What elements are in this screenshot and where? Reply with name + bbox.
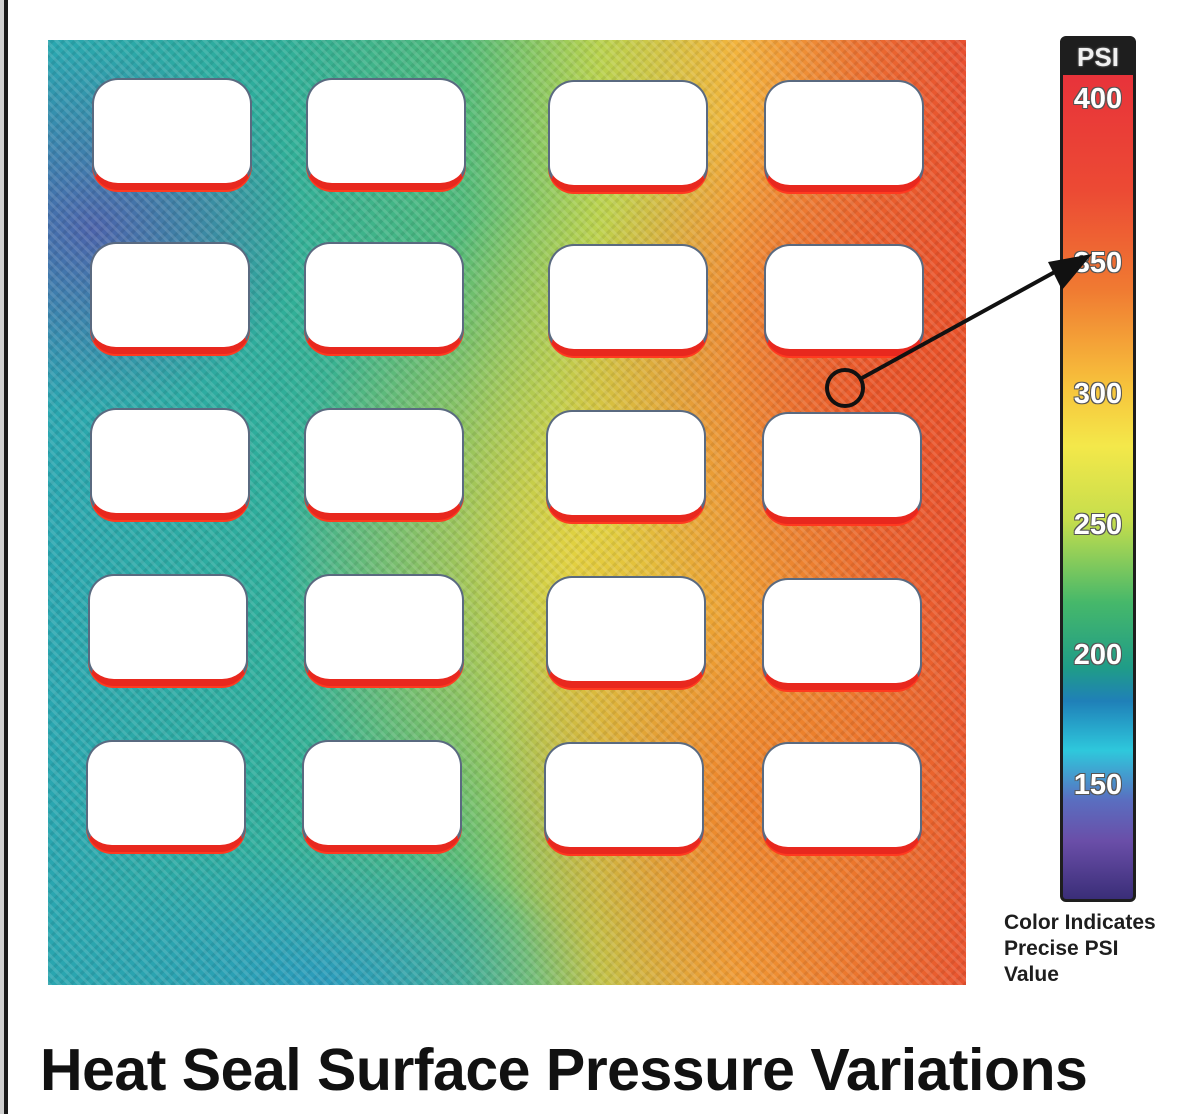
seal-cavity-r3c1 xyxy=(90,408,250,520)
colorbar-unit-label: PSI xyxy=(1063,39,1133,75)
colorbar-tick-300: 300 xyxy=(1073,378,1123,410)
seal-cavity-r3c4 xyxy=(762,412,922,524)
psi-colorbar: PSI 400 350 300 250 200 150 100 xyxy=(1060,36,1136,902)
seal-cavity-r1c1 xyxy=(92,78,252,190)
pressure-heatmap xyxy=(48,40,966,985)
seal-cavity-r2c3 xyxy=(548,244,708,356)
colorbar-tick-250: 250 xyxy=(1073,509,1123,541)
colorbar-tick-200: 200 xyxy=(1073,639,1123,671)
seal-cavity-r3c3 xyxy=(546,410,706,522)
seal-cavity-r1c2 xyxy=(306,78,466,190)
caption-line-2: Precise PSI xyxy=(1004,937,1119,960)
seal-cavity-r2c4 xyxy=(764,244,924,356)
seal-cavity-r2c1 xyxy=(90,242,250,354)
seal-cavity-r1c4 xyxy=(764,80,924,192)
colorbar-tick-400: 400 xyxy=(1073,83,1123,115)
colorbar-gradient: 400 350 300 250 200 150 100 xyxy=(1063,75,1133,899)
chart-title: Heat Seal Surface Pressure Variations xyxy=(40,1037,1088,1103)
seal-cavity-r3c2 xyxy=(304,408,464,520)
caption-line-1: Color Indicates xyxy=(1004,911,1156,934)
seal-cavity-r5c1 xyxy=(86,740,246,852)
colorbar-tick-350: 350 xyxy=(1073,247,1123,279)
seal-cavity-r5c3 xyxy=(544,742,704,854)
seal-cavity-r4c4 xyxy=(762,578,922,690)
left-border-rule xyxy=(0,0,8,1114)
seal-cavity-r4c2 xyxy=(304,574,464,686)
seal-cavity-r4c3 xyxy=(546,576,706,688)
seal-cavity-r2c2 xyxy=(304,242,464,354)
colorbar-tick-100: 100 xyxy=(1063,899,1133,902)
seal-cavity-r1c3 xyxy=(548,80,708,192)
seal-cavity-r4c1 xyxy=(88,574,248,686)
seal-cavity-r5c2 xyxy=(302,740,462,852)
seal-cavity-r5c4 xyxy=(762,742,922,854)
colorbar-caption: Color Indicates Precise PSI Value xyxy=(1004,910,1200,988)
colorbar-tick-150: 150 xyxy=(1073,769,1123,801)
caption-line-3: Value xyxy=(1004,963,1059,986)
